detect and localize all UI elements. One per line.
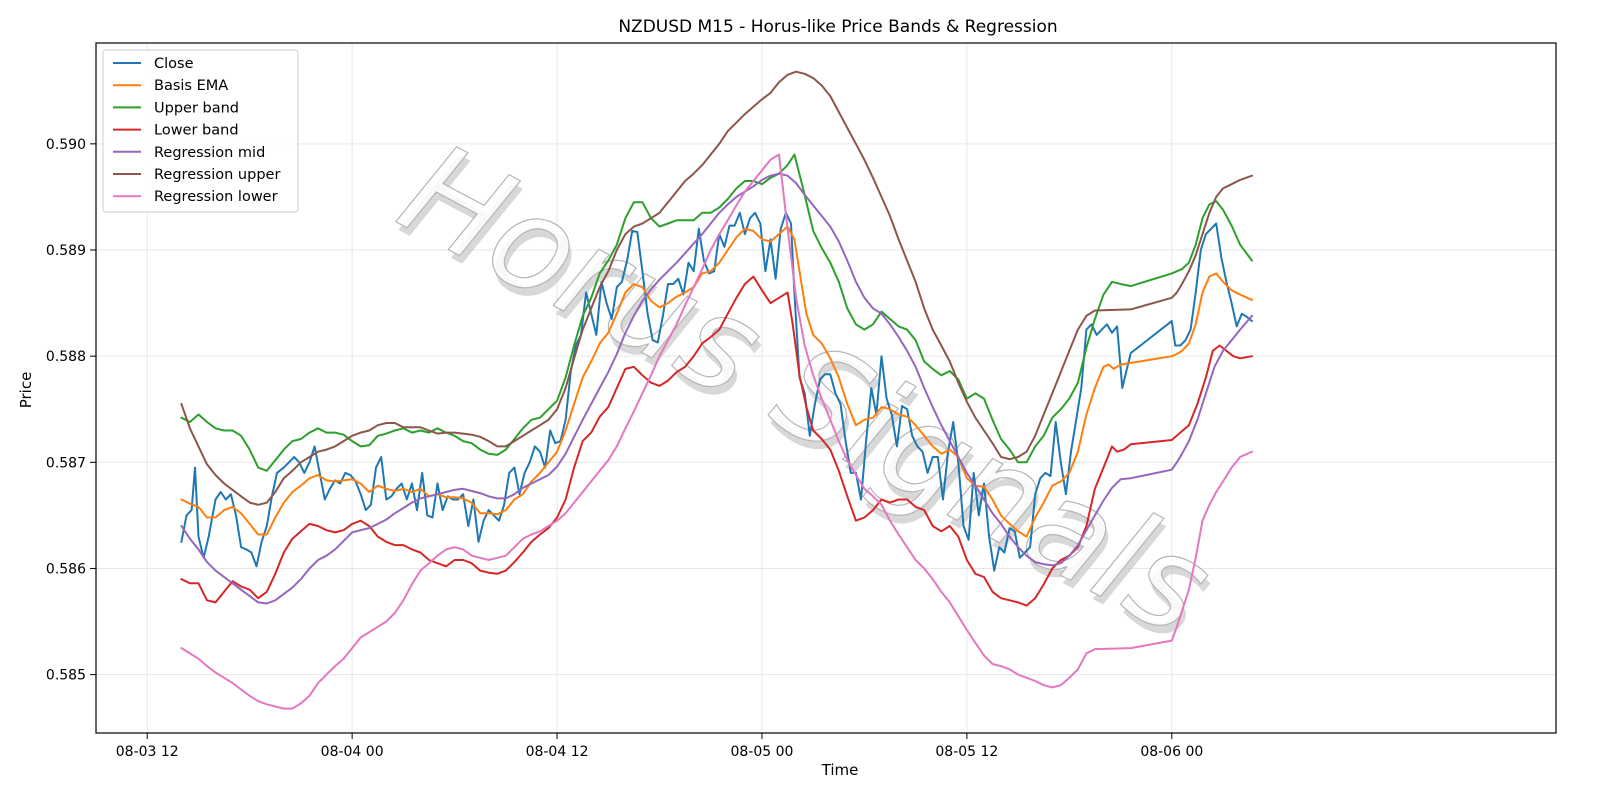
legend-label: Regression mid	[154, 145, 265, 161]
chart-title: NZDUSD M15 - Horus-like Price Bands & Re…	[618, 17, 1057, 37]
legend-item-upper-band: Upper band	[113, 100, 239, 116]
legend-item-regression-upper: Regression upper	[113, 167, 280, 183]
x-tick-label: 08-05 00	[730, 744, 793, 760]
legend-item-regression-mid: Regression mid	[113, 145, 265, 161]
legend: Close Basis EMA Upper band Lower band Regres…	[102, 49, 299, 213]
legend-frame	[102, 49, 299, 213]
y-tick-label: 0.587	[46, 455, 86, 471]
series-line-lower-band	[180, 275, 1253, 607]
x-tick-label: 08-06 00	[1140, 744, 1203, 760]
x-axis: 08-03 12 08-04 00 08-04 12 08-05 00 08-05 12…	[116, 733, 1203, 760]
series-line-regression-lower	[180, 153, 1253, 710]
x-axis-label: Time	[821, 761, 859, 779]
legend-label: Regression lower	[154, 189, 278, 205]
legend-label: Lower band	[154, 123, 239, 139]
plot-background	[96, 43, 1556, 733]
legend-label: Regression upper	[154, 167, 280, 183]
x-tick-label: 08-04 00	[321, 744, 384, 760]
legend-label: Basis EMA	[154, 78, 228, 94]
y-axis: 0.585 0.586 0.587 0.588 0.589 0.590	[46, 137, 96, 684]
series-line-basis-ema	[180, 225, 1253, 538]
x-tick-label: 08-03 12	[116, 744, 179, 760]
y-axis-label: Price	[17, 372, 35, 409]
x-tick-label: 08-05 12	[935, 744, 998, 760]
y-tick-label: 0.589	[46, 243, 86, 259]
y-tick-label: 0.590	[46, 137, 86, 153]
y-tick-label: 0.586	[46, 561, 86, 577]
plot-frame	[95, 42, 1557, 734]
series-line-regression-upper	[180, 70, 1253, 506]
y-tick-label: 0.585	[46, 668, 86, 684]
x-tick-label: 08-04 12	[526, 744, 589, 760]
series-layer	[180, 70, 1253, 710]
series-line-upper-band	[180, 153, 1253, 472]
legend-item-close: Close	[113, 56, 194, 72]
grid-layer	[96, 43, 1556, 733]
legend-item-regression-lower: Regression lower	[113, 189, 278, 205]
legend-item-basis-ema: Basis EMA	[113, 78, 228, 94]
legend-label: Upper band	[154, 100, 239, 116]
series-line-regression-mid	[180, 172, 1253, 605]
y-tick-label: 0.588	[46, 349, 86, 365]
legend-label: Close	[154, 56, 194, 72]
legend-item-lower-band: Lower band	[113, 123, 239, 139]
